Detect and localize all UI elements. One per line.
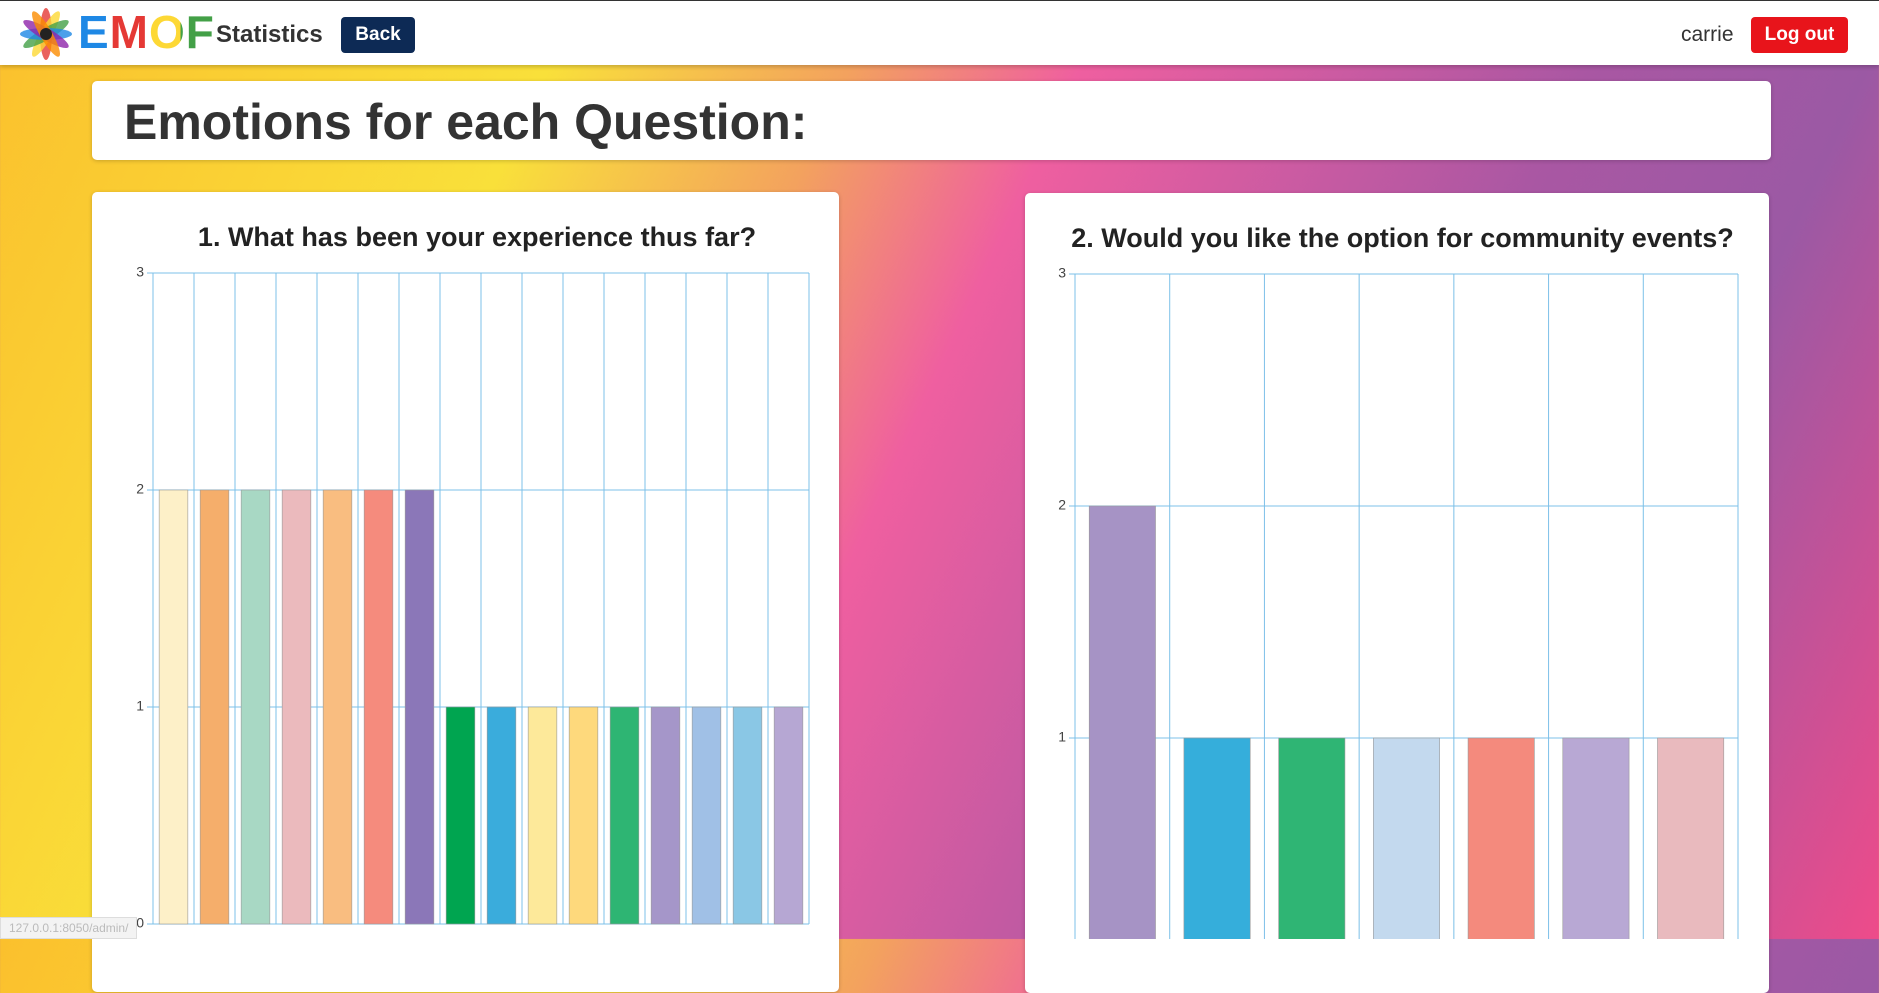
- bar: [1278, 737, 1346, 939]
- y-tick-label: 3: [1058, 265, 1066, 281]
- bar: [1183, 737, 1251, 939]
- status-url: 127.0.0.1:8050/admin/: [0, 917, 138, 939]
- username: carrie: [1681, 23, 1734, 46]
- y-tick-label: 2: [136, 481, 144, 497]
- bar: [281, 489, 312, 925]
- bar: [1373, 737, 1440, 939]
- bar: [650, 706, 681, 925]
- bar: [1562, 737, 1630, 939]
- logout-button[interactable]: Log out: [1751, 17, 1848, 53]
- bar: [1467, 737, 1535, 939]
- top-bar: EMOF Statistics Back carrie Log out: [0, 0, 1879, 65]
- chart-title: 2. Would you like the option for communi…: [1071, 223, 1734, 253]
- charts: 1. What has been your experience thus fa…: [136, 222, 1739, 939]
- y-tick-label: 1: [136, 698, 144, 714]
- bar: [1088, 505, 1156, 939]
- bar: [609, 706, 640, 925]
- section-title: Emotions for each Question:: [124, 94, 808, 150]
- y-tick-label: 1: [1058, 729, 1066, 745]
- logo-flower: [20, 8, 72, 60]
- bar: [732, 706, 763, 925]
- bar: [1657, 737, 1725, 939]
- bar: [568, 706, 599, 925]
- bar: [240, 489, 271, 925]
- bar: [158, 489, 189, 925]
- bar: [691, 706, 722, 925]
- bar: [363, 489, 394, 925]
- page: EMOF Statistics Back carrie Log out Emot…: [0, 0, 1879, 939]
- bar: [445, 706, 476, 925]
- bar: [527, 706, 558, 925]
- section-card: Emotions for each Question:: [92, 81, 1771, 160]
- logo[interactable]: EMOF: [78, 6, 215, 58]
- y-tick-label: 0: [136, 915, 144, 931]
- bar: [773, 706, 804, 925]
- bar: [322, 489, 353, 925]
- y-tick-label: 2: [1058, 497, 1066, 513]
- bar: [199, 489, 230, 925]
- bar: [404, 489, 435, 925]
- back-button[interactable]: Back: [341, 17, 415, 53]
- chart-title: 1. What has been your experience thus fa…: [198, 222, 756, 252]
- bar: [486, 706, 517, 925]
- y-tick-label: 3: [136, 264, 144, 280]
- page-title: Statistics: [216, 21, 323, 48]
